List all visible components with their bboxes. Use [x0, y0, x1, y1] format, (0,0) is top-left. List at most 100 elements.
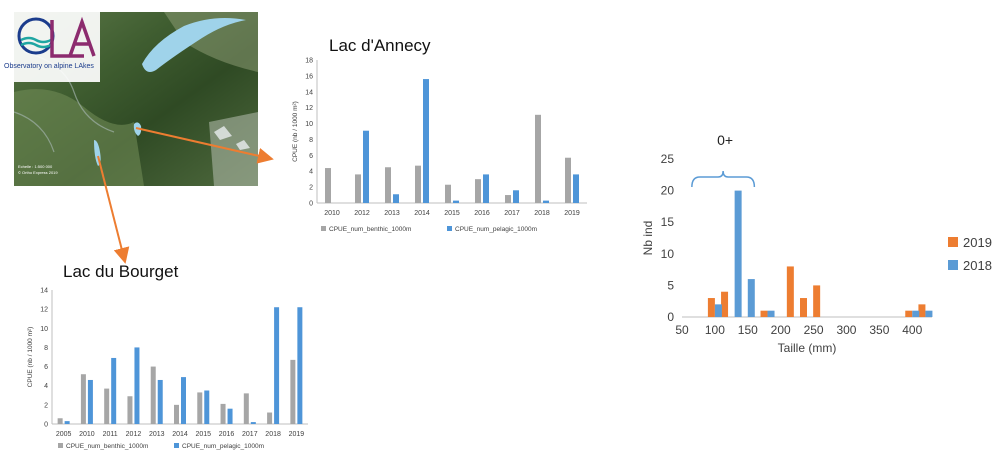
lake-leman	[142, 18, 246, 72]
bar-2019-240	[800, 298, 807, 317]
bar-benthic-2017	[243, 393, 249, 424]
y-tick-label: 10	[40, 326, 48, 333]
x-axis-label: Taille (mm)	[778, 341, 837, 355]
x-tick-label: 2013	[149, 431, 165, 438]
bar-benthic-2017	[505, 195, 511, 203]
map-scale-line-1: Echelle : 1:500 000	[18, 164, 53, 169]
y-tick-label: 6	[44, 364, 48, 371]
y-tick-label: 5	[667, 278, 674, 292]
x-tick-label: 2015	[444, 210, 460, 217]
x-tick-label: 2019	[289, 431, 305, 438]
bar-pelagic-2019	[297, 307, 303, 424]
bar-pelagic-2018	[543, 200, 549, 203]
y-tick-label: 6	[309, 153, 313, 160]
y-tick-label: 14	[305, 89, 313, 96]
legend-label-1: CPUE_num_pelagic_1000m	[455, 226, 537, 233]
x-tick-label: 350	[869, 323, 889, 337]
bar-pelagic-2014	[181, 377, 186, 424]
legend-label-0: CPUE_num_benthic_1000m	[329, 226, 411, 233]
bar-pelagic-2012	[363, 130, 369, 203]
bar-2019-220	[786, 266, 794, 317]
legend-swatch-0	[58, 443, 63, 448]
bar-2019-260	[813, 285, 821, 317]
satellite-map	[14, 12, 258, 186]
bar-2018-420	[925, 310, 933, 317]
bar-pelagic-2017	[513, 190, 519, 203]
bar-pelagic-2018	[274, 307, 280, 424]
bar-2019-120	[721, 291, 729, 317]
bar-2019-100	[707, 298, 715, 317]
bar-benthic-2019	[290, 359, 296, 424]
x-tick-label: 200	[771, 323, 791, 337]
y-tick-label: 10	[661, 247, 675, 261]
bar-benthic-2011	[104, 388, 110, 424]
bar-2018-130	[734, 190, 742, 317]
legend-swatch-2019	[948, 237, 958, 247]
y-tick-label: 0	[44, 422, 48, 429]
bar-2018-150	[747, 279, 755, 317]
y-tick-label: 18	[305, 58, 313, 65]
y-tick-label: 2	[44, 402, 48, 409]
age-group-label: 0+	[717, 132, 733, 148]
bar-benthic-2010	[325, 168, 331, 203]
y-tick-label: 4	[44, 383, 48, 390]
bar-benthic-2018	[267, 412, 273, 424]
bar-pelagic-2016	[483, 174, 489, 203]
x-tick-label: 2010	[324, 210, 340, 217]
legend-label-1: CPUE_num_pelagic_1000m	[182, 443, 264, 450]
x-tick-label: 2013	[384, 210, 400, 217]
y-axis-label: Nb ind	[641, 221, 655, 256]
y-tick-label: 12	[305, 105, 313, 112]
bar-2018-180	[767, 310, 775, 317]
y-tick-label: 0	[667, 310, 674, 324]
bar-benthic-2018	[535, 114, 541, 203]
y-tick-label: 25	[661, 152, 675, 166]
bar-pelagic-2015	[204, 390, 210, 424]
x-tick-label: 300	[836, 323, 856, 337]
bar-2019-400	[905, 310, 913, 317]
legend-label-2018: 2018	[963, 258, 992, 273]
x-tick-label: 2017	[242, 431, 258, 438]
bar-2019-180	[760, 310, 768, 317]
x-tick-label: 400	[902, 323, 922, 337]
x-tick-label: 2012	[354, 210, 370, 217]
x-tick-label: 2016	[474, 210, 490, 217]
bar-benthic-2019	[565, 157, 571, 203]
bar-2018-100	[714, 304, 722, 317]
bar-pelagic-2011	[111, 357, 117, 424]
map-scale-line-2: © Ortho Express 2019	[18, 170, 58, 175]
bar-pelagic-2017	[250, 422, 256, 424]
map-scale-caption: Echelle : 1:500 000 © Ortho Express 2019	[18, 164, 58, 176]
bar-benthic-2013	[385, 167, 391, 203]
bar-benthic-2010	[80, 374, 86, 424]
x-tick-label: 2012	[126, 431, 142, 438]
annecy-chart-title: Lac d'Annecy	[329, 36, 431, 55]
bar-pelagic-2012	[134, 347, 140, 424]
y-tick-label: 12	[40, 307, 48, 314]
y-axis-label: CPUE (nb / 1000 m²)	[27, 327, 34, 388]
bar-benthic-2013	[150, 366, 156, 424]
bar-benthic-2014	[415, 165, 421, 203]
y-tick-label: 8	[309, 137, 313, 144]
bar-benthic-2005	[57, 418, 63, 424]
bar-pelagic-2016	[227, 408, 233, 424]
x-tick-label: 2005	[56, 431, 72, 438]
x-tick-label: 2018	[534, 210, 550, 217]
x-tick-label: 2014	[172, 431, 188, 438]
age-group-brace	[691, 170, 756, 188]
y-tick-label: 15	[661, 215, 675, 229]
bar-pelagic-2005	[64, 421, 70, 424]
bar-benthic-2014	[174, 404, 179, 424]
logo-caption: Observatory on alpine LAkes	[4, 63, 94, 70]
legend-label-0: CPUE_num_benthic_1000m	[66, 443, 148, 450]
legend-swatch-1	[447, 226, 452, 231]
bar-pelagic-2010	[87, 379, 93, 424]
y-axis-label: CPUE (nb / 1000 m²)	[292, 101, 299, 162]
bar-pelagic-2014	[423, 79, 429, 203]
x-tick-label: 2010	[79, 431, 95, 438]
bar-benthic-2016	[475, 179, 481, 203]
y-tick-label: 8	[44, 345, 48, 352]
y-tick-label: 2	[309, 185, 313, 192]
y-tick-label: 14	[40, 288, 48, 295]
x-tick-label: 150	[738, 323, 758, 337]
